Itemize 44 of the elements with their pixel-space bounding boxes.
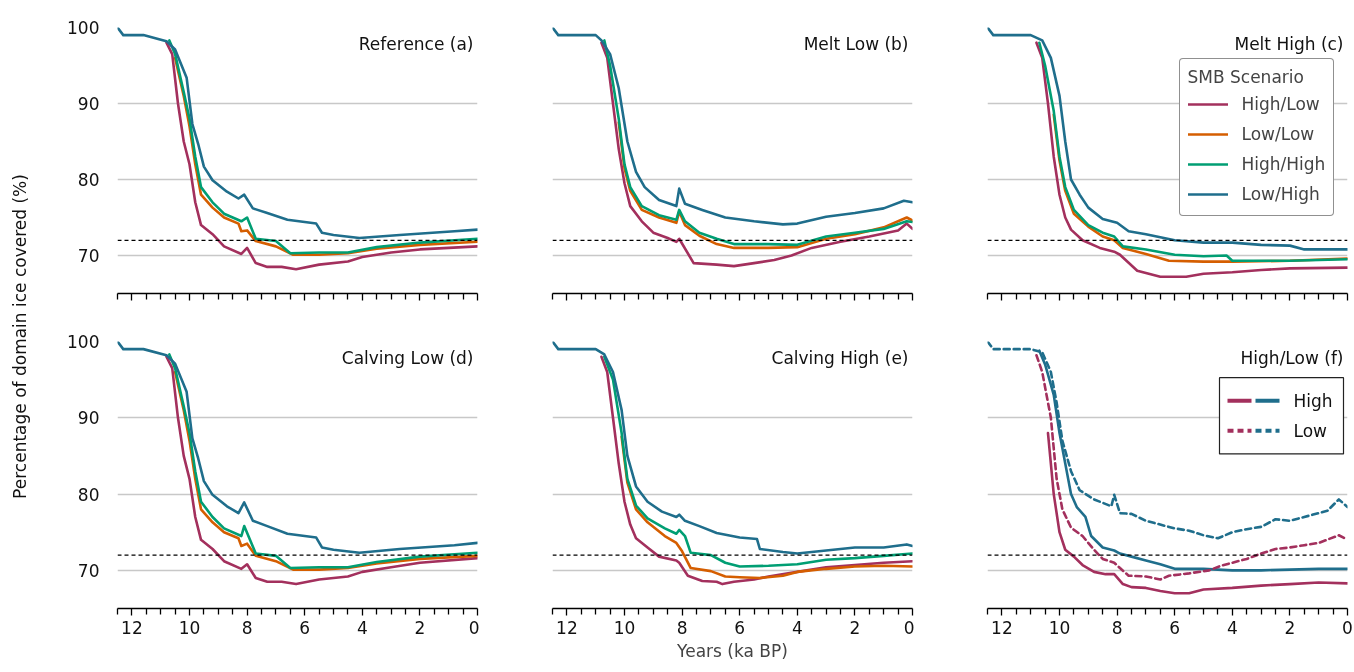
x-tick-label: 12 (556, 617, 578, 638)
y-tick-label: 80 (77, 484, 100, 505)
x-tick-label: 2 (414, 617, 426, 638)
x-tick-label: 0 (903, 617, 915, 638)
y-tick-label: 90 (77, 94, 100, 114)
chart-title: Reference (a) (358, 33, 474, 54)
y-tick-label: 70 (77, 246, 100, 266)
legend-label: Low/High (1241, 183, 1320, 206)
x-tick-label: 0 (1342, 617, 1353, 638)
x-axis-title: Years (ka BP) (676, 640, 788, 661)
y-tick-label: 70 (77, 560, 100, 581)
legend-label: High/High (1241, 153, 1326, 176)
x-tick-label: 10 (1048, 617, 1071, 638)
x-tick-label: 6 (299, 617, 311, 638)
x-tick-label: 6 (734, 617, 746, 638)
x-tick-label: 2 (1284, 617, 1296, 638)
y-tick-label: 100 (67, 18, 100, 38)
legend-title: SMB Scenario (1187, 67, 1305, 87)
y-tick-label: 80 (77, 170, 100, 190)
legend-label: Low (1293, 420, 1328, 441)
x-tick-label: 12 (991, 617, 1013, 638)
x-tick-label: 8 (676, 617, 688, 638)
x-tick-label: 4 (791, 617, 803, 638)
chart-title: High/Low (f) (1240, 347, 1344, 368)
chart-title: Calving High (e) (771, 347, 909, 368)
x-tick-label: 8 (1111, 617, 1123, 638)
y-tick-label: 90 (77, 408, 100, 429)
chart-title: Melt High (c) (1234, 33, 1344, 54)
x-tick-label: 4 (356, 617, 368, 638)
x-tick-label: 10 (178, 617, 201, 638)
x-tick-label: 0 (468, 617, 480, 638)
legend-label: High/Low (1241, 93, 1320, 116)
legend-label: Low/Low (1241, 123, 1315, 146)
x-tick-label: 2 (849, 617, 861, 638)
legend-label: High (1293, 390, 1333, 411)
x-tick-label: 4 (1226, 617, 1238, 638)
x-tick-label: 8 (241, 617, 253, 638)
chart-title: Melt Low (b) (803, 33, 909, 54)
x-tick-label: 10 (613, 617, 636, 638)
x-tick-label: 6 (1169, 617, 1181, 638)
chart-title: Calving Low (d) (341, 347, 474, 368)
x-tick-label: 12 (121, 617, 143, 638)
y-tick-label: 100 (67, 332, 100, 352)
y-axis-title: Percentage of domain ice covered (%) (10, 174, 30, 499)
